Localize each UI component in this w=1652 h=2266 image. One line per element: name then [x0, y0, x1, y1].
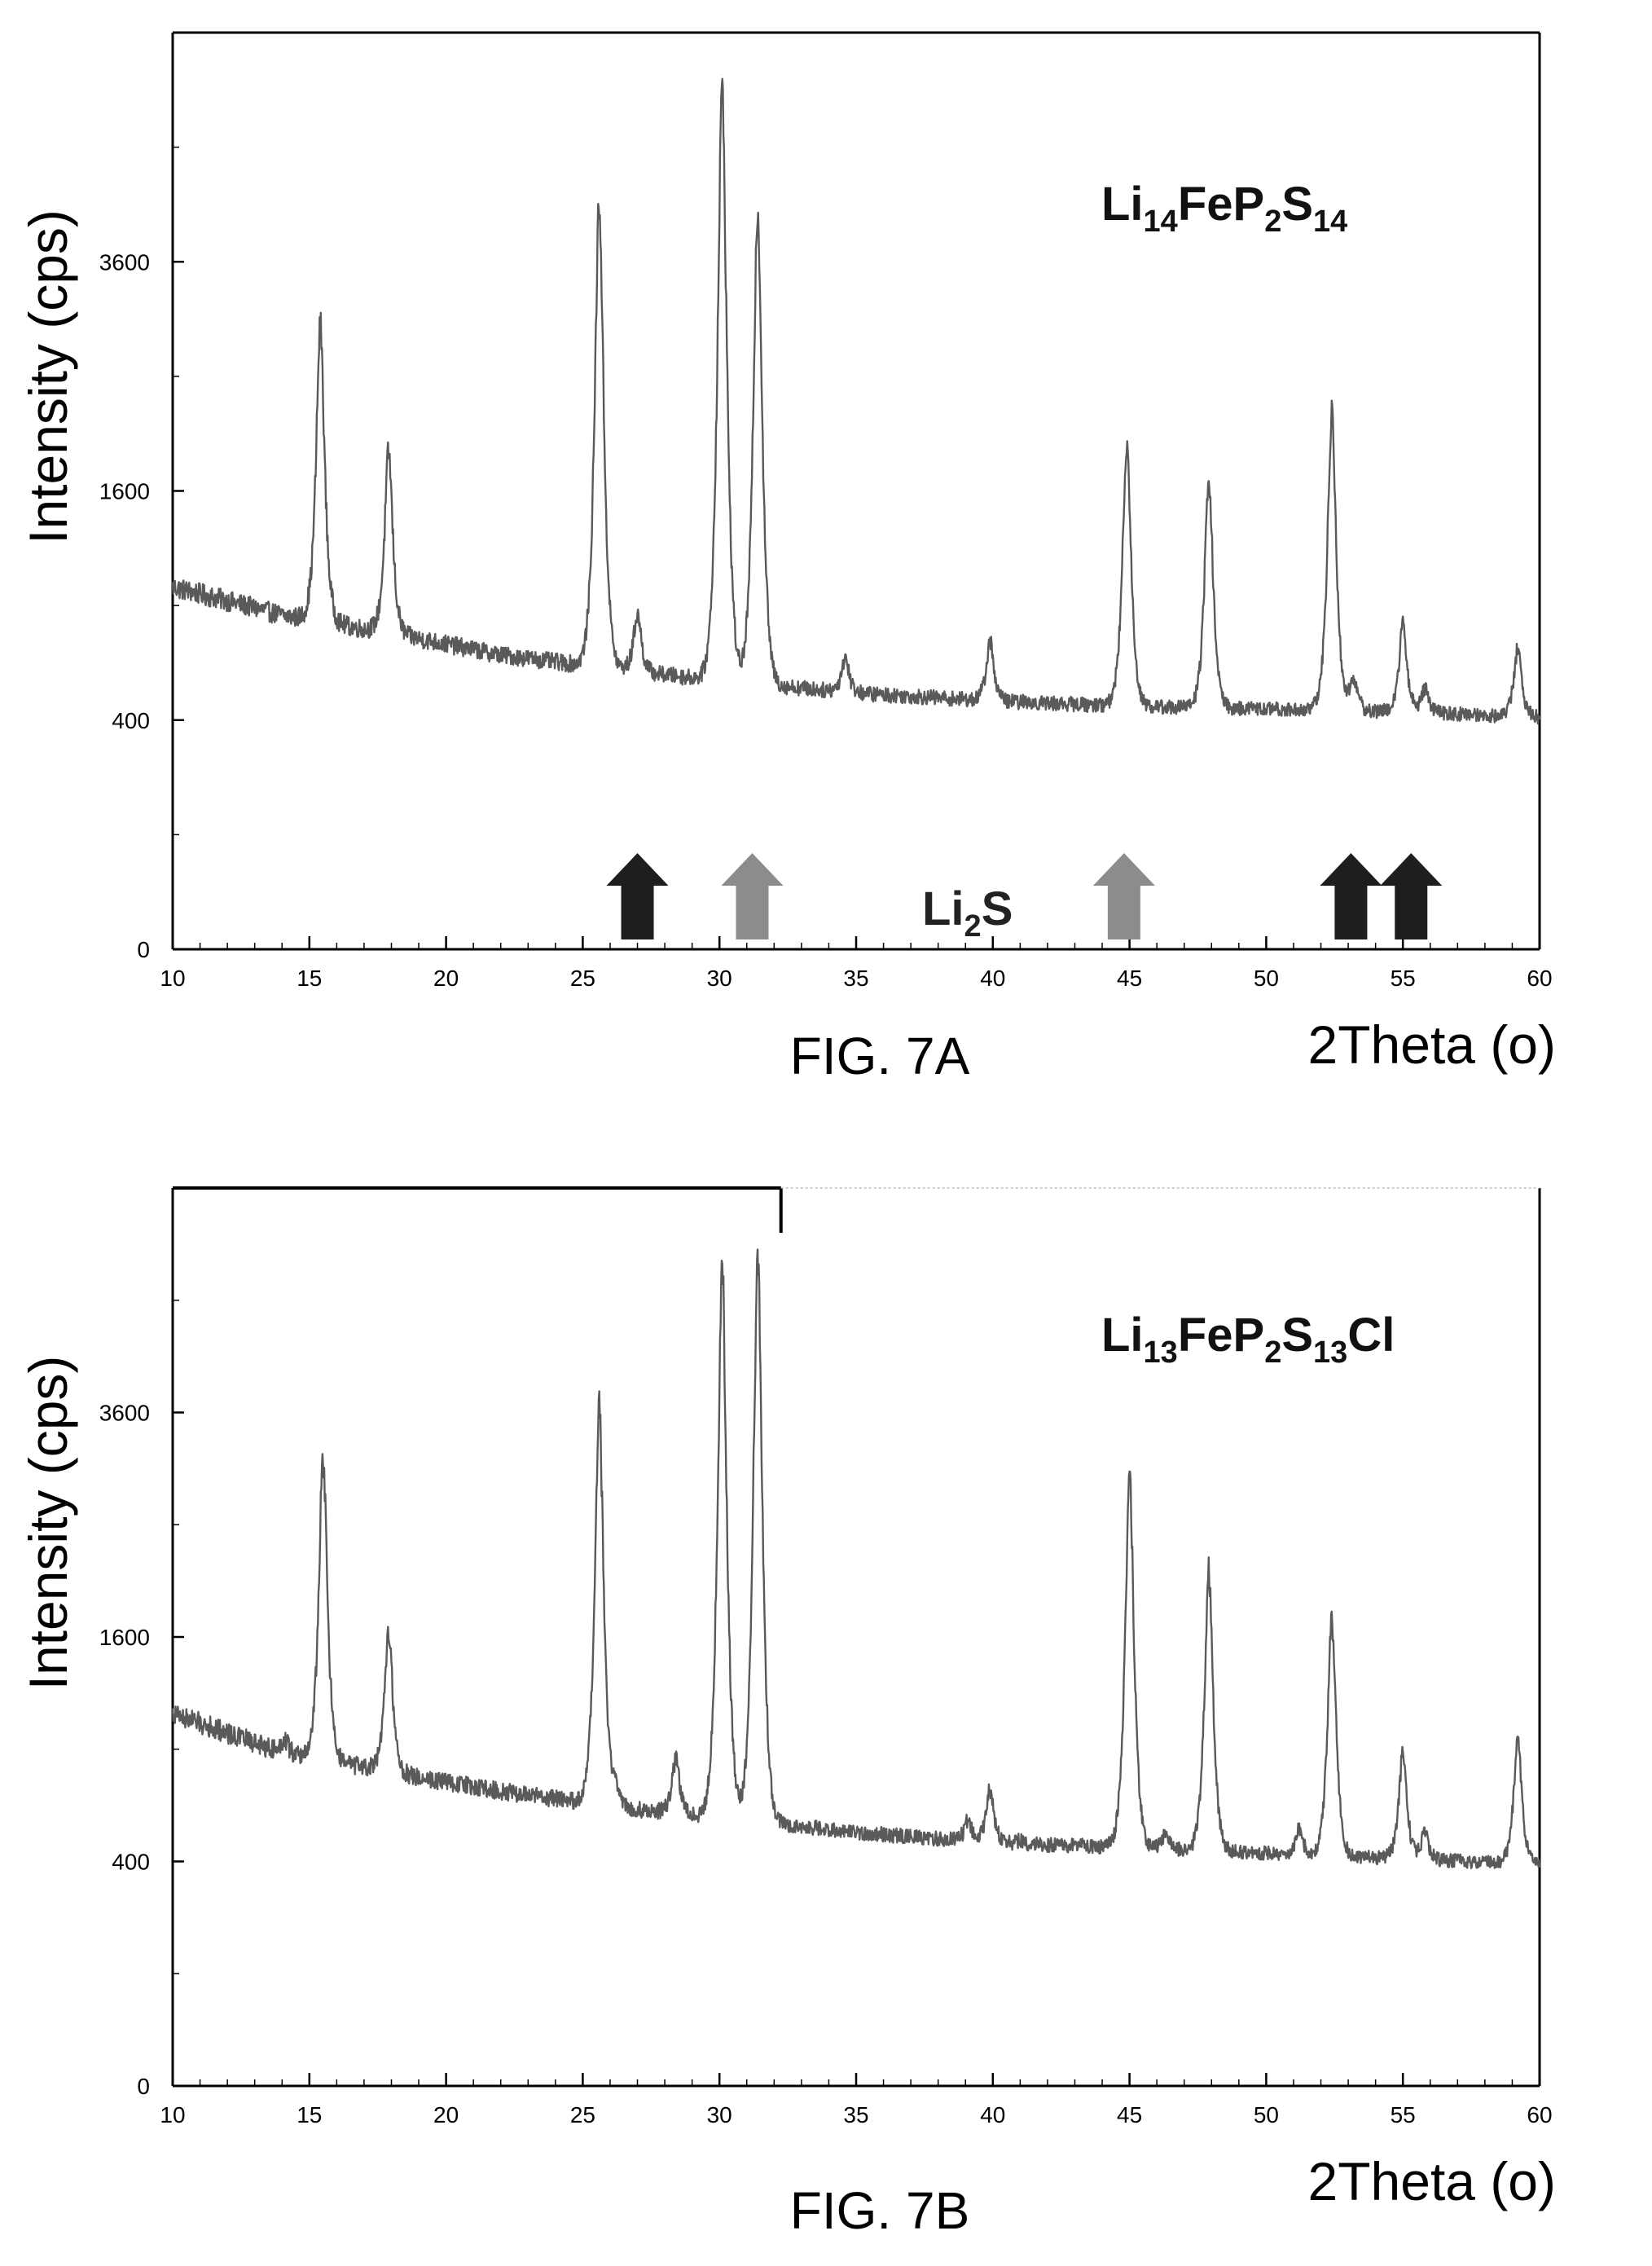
- x-tick-label: 60: [1527, 2102, 1552, 2127]
- y-tick-label: 0: [137, 2074, 150, 2099]
- peak-point: [756, 208, 759, 211]
- peak-point: [1516, 647, 1519, 650]
- peak-point: [1018, 1838, 1022, 1841]
- peak-point: [1128, 1475, 1131, 1478]
- x-tick-label: 25: [570, 966, 595, 991]
- peak-point: [1298, 1828, 1301, 1832]
- peak-point: [1207, 475, 1210, 478]
- peak-point: [1079, 1841, 1082, 1844]
- peak-point: [988, 1788, 991, 1791]
- chart-panel-2: 10 15 20 25 30 35 40 45 50 55 60 0 400 1600 3600 2Theta…: [18, 1186, 1556, 2240]
- x-tick-label: 25: [570, 2102, 595, 2127]
- y-tick-label: 3600: [99, 249, 150, 275]
- y-tick-label: 400: [112, 708, 150, 733]
- x-tick-label: 45: [1117, 966, 1142, 991]
- peak-point: [636, 612, 639, 615]
- x-axis-label: 2Theta (o): [1308, 1014, 1556, 1075]
- peak-point: [614, 1783, 617, 1786]
- peak-point: [967, 1819, 970, 1822]
- peak-point: [598, 200, 601, 204]
- y-tick-label: 0: [137, 937, 150, 962]
- peak-point: [1423, 686, 1426, 689]
- y-axis-label: Intensity (cps): [18, 1356, 78, 1691]
- x-tick-label: 20: [433, 966, 459, 991]
- x-tick-label: 10: [160, 2102, 185, 2127]
- x-tick-label: 45: [1117, 2102, 1142, 2127]
- peak-point: [721, 90, 724, 94]
- x-tick-label: 10: [160, 966, 185, 991]
- peak-point: [1352, 676, 1355, 680]
- peak-point: [1163, 1833, 1167, 1837]
- reference-arrow-dark: [1320, 853, 1382, 939]
- figure-caption: FIG. 7A: [790, 1027, 970, 1085]
- x-tick-label: 15: [297, 2102, 322, 2127]
- x-axis-label: 2Theta (o): [1308, 2151, 1556, 2211]
- compound-label: Li13FeP2S13Cl: [1101, 1309, 1395, 1370]
- reference-markers: Li2S: [606, 853, 1443, 944]
- x-tick-label: 20: [433, 2102, 459, 2127]
- reference-arrow-dark: [1380, 853, 1443, 939]
- y-tick-label: 1600: [99, 1625, 150, 1650]
- peak-point: [1125, 439, 1128, 442]
- peak-point: [1401, 1751, 1404, 1754]
- x-tick-label: 35: [843, 966, 868, 991]
- compound-label: Li14FeP2S14: [1101, 178, 1347, 239]
- x-tick-label: 30: [707, 2102, 732, 2127]
- x-tick-label: 50: [1254, 966, 1279, 991]
- peak-point: [1330, 411, 1333, 415]
- reference-arrow-light: [1092, 853, 1155, 939]
- x-tick-label: 60: [1527, 966, 1552, 991]
- x-tick-label: 50: [1254, 2102, 1279, 2127]
- xrd-trace-line: [171, 77, 1541, 725]
- peak-point: [283, 1736, 287, 1740]
- x-tick-label: 30: [707, 966, 732, 991]
- peak-point: [387, 451, 390, 454]
- x-tick-label: 40: [980, 2102, 1005, 2127]
- peak-point: [1516, 1738, 1519, 1741]
- figure-caption: FIG. 7B: [790, 2181, 970, 2240]
- x-tick-label: 35: [843, 2102, 868, 2127]
- x-tick-label: 55: [1391, 2102, 1416, 2127]
- xrd-trace-line: [171, 1248, 1541, 1869]
- peak-point: [674, 1757, 678, 1760]
- x-tick-label: 55: [1391, 966, 1416, 991]
- y-tick-label: 400: [112, 1850, 150, 1875]
- peak-point: [387, 1628, 390, 1631]
- x-tick-label: 15: [297, 966, 322, 991]
- peak-point: [1423, 1831, 1426, 1834]
- reference-arrow-dark: [606, 853, 669, 939]
- peak-point: [844, 655, 847, 658]
- chart-panel-1: 10 15 20 25 30 35 40 45 50 55 60 0 400 1600 3600 2Theta…: [18, 31, 1556, 1085]
- peak-point: [721, 1269, 724, 1273]
- peak-point: [756, 1260, 759, 1263]
- peak-point: [598, 1409, 601, 1412]
- y-tick-label: 3600: [99, 1401, 150, 1426]
- peak-point: [1401, 623, 1404, 627]
- y-axis-label: Intensity (cps): [18, 209, 78, 544]
- reference-label: Li2S: [922, 882, 1013, 944]
- peak-point: [988, 640, 991, 644]
- peak-point: [1207, 1570, 1210, 1573]
- peak-point: [1330, 1617, 1333, 1621]
- peak-point: [319, 325, 322, 328]
- peak-point: [322, 1454, 325, 1458]
- x-tick-label: 40: [980, 966, 1005, 991]
- reference-arrow-light: [721, 853, 784, 939]
- y-tick-label: 1600: [99, 479, 150, 504]
